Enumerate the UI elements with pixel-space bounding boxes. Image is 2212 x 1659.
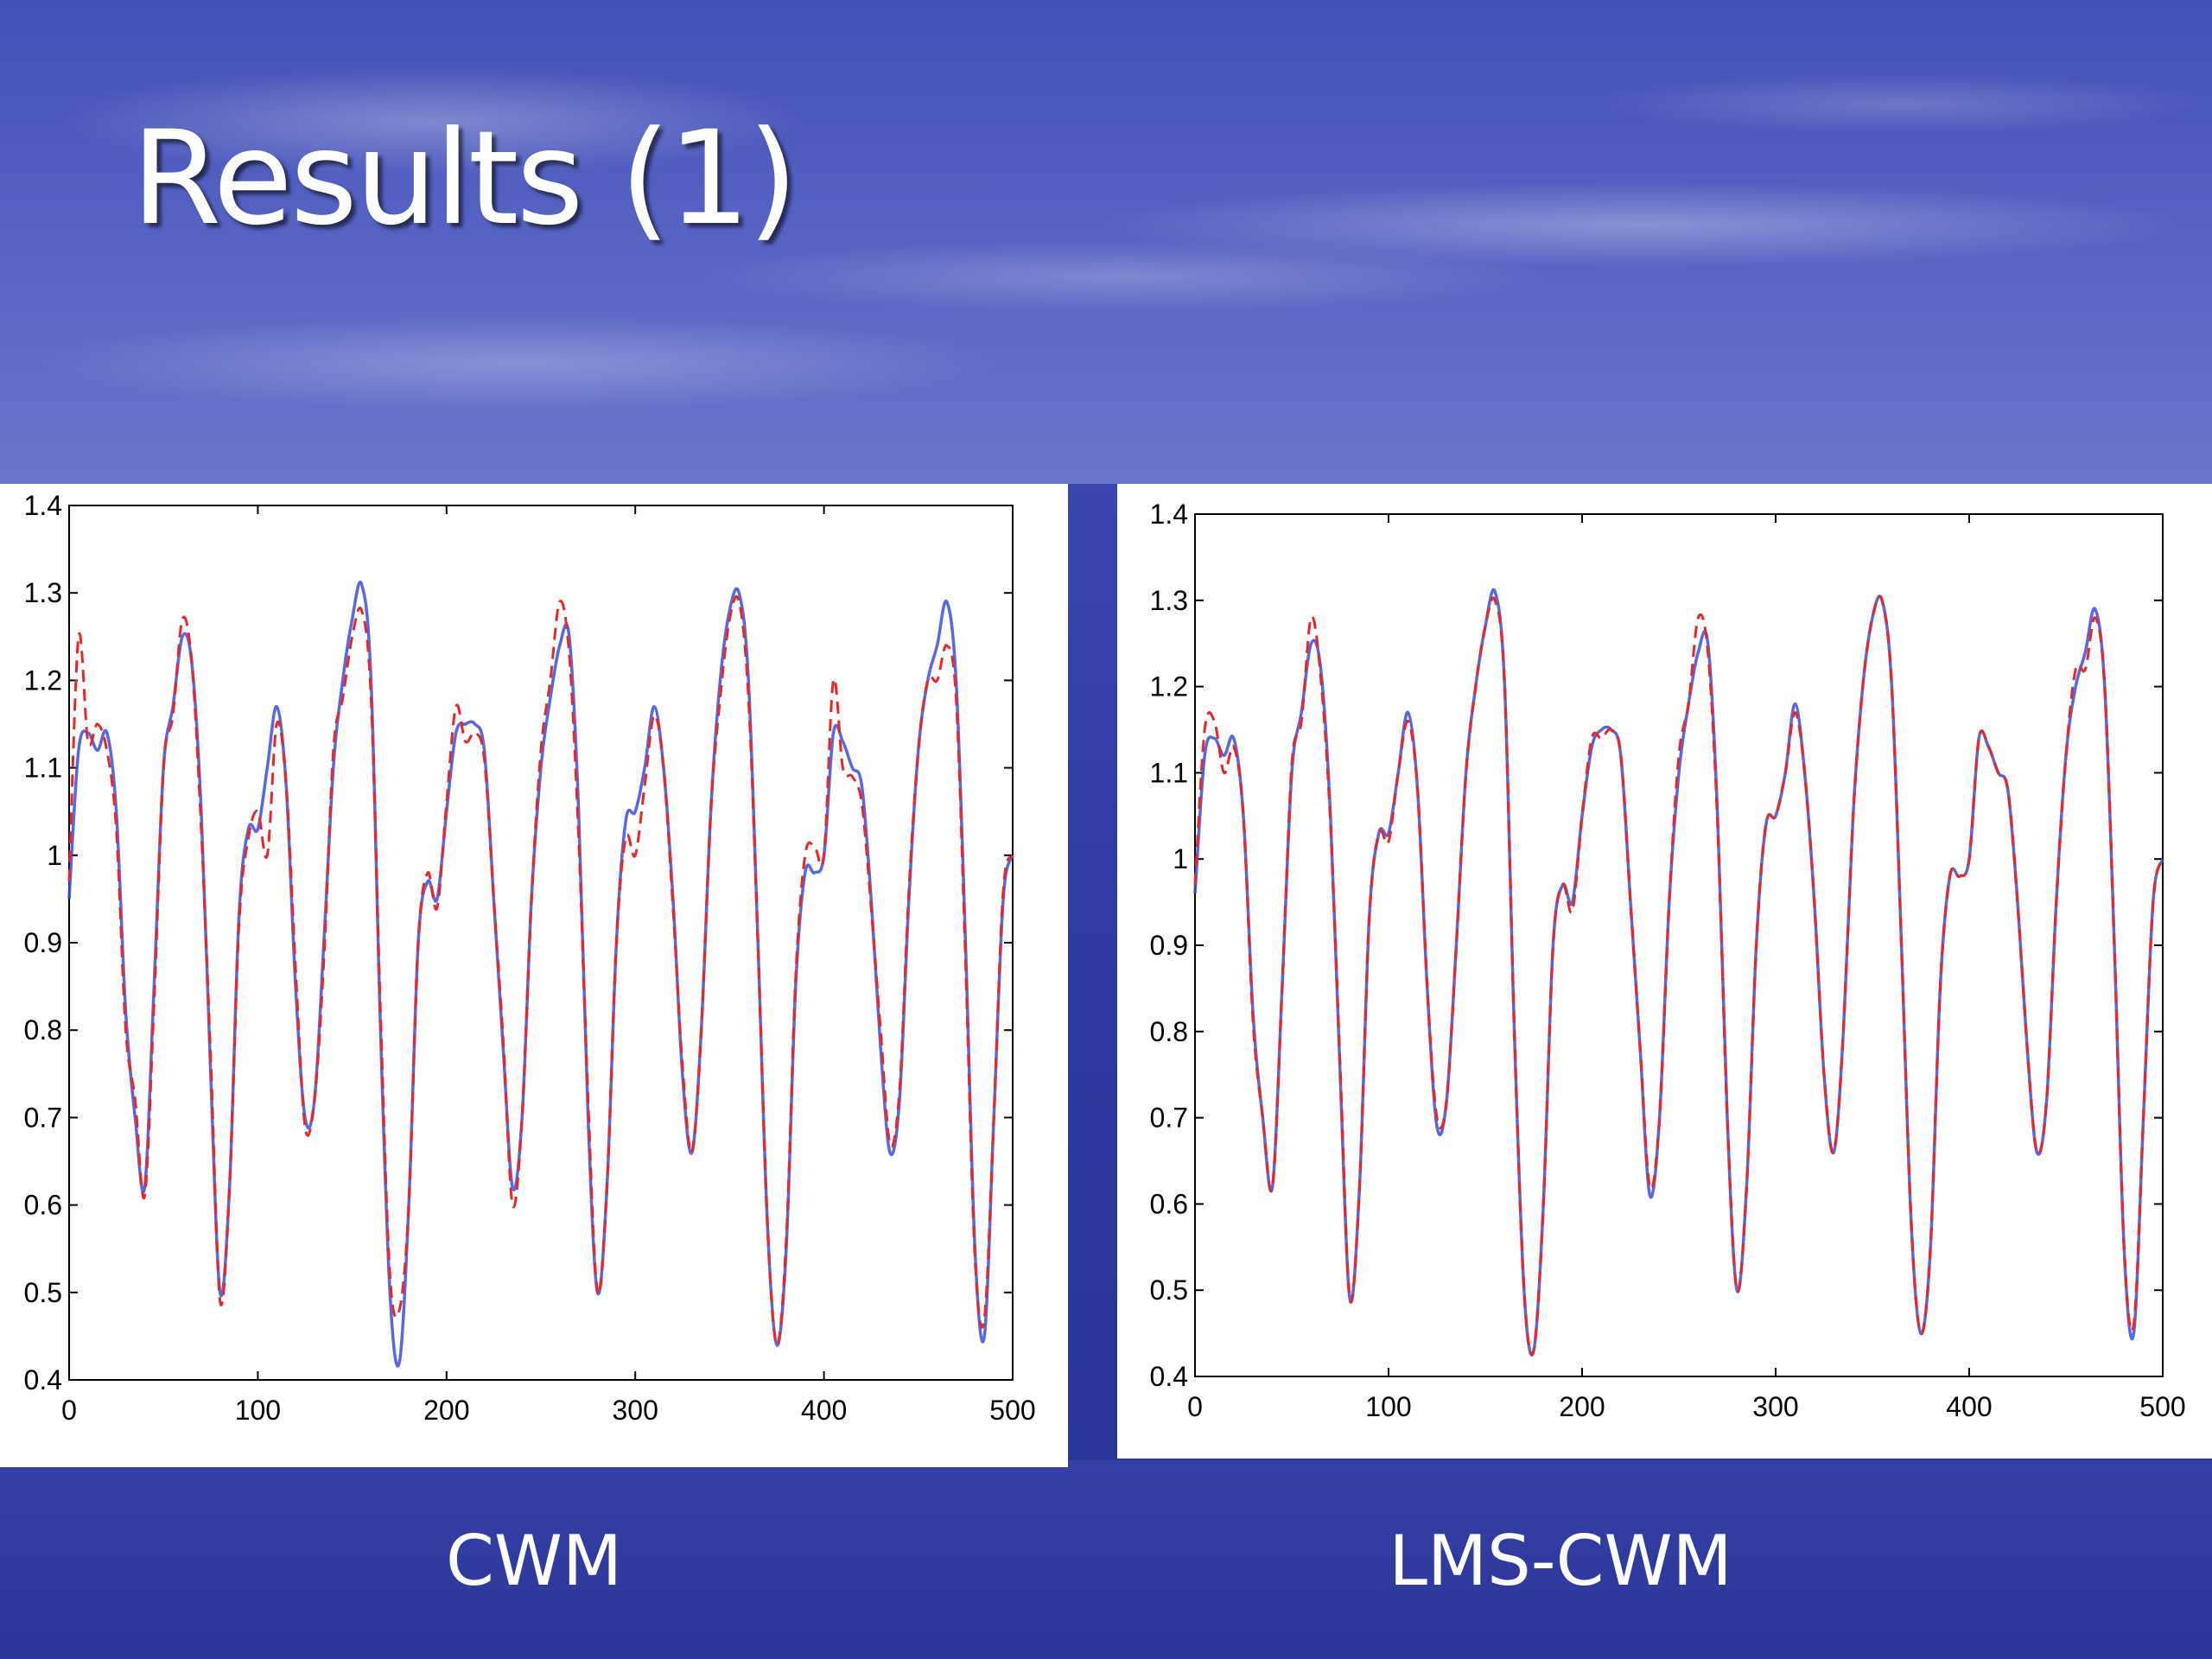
sea-background: [0, 1460, 2212, 1659]
x-tick-label: 200: [1559, 1391, 1605, 1422]
x-tick-label: 400: [801, 1395, 847, 1426]
x-tick-label: 300: [613, 1395, 658, 1426]
y-tick-label: 0.6: [24, 1190, 62, 1221]
y-tick-label: 0.4: [1150, 1361, 1188, 1392]
y-tick-label: 1.4: [1150, 499, 1188, 530]
x-tick-label: 100: [235, 1395, 281, 1426]
x-tick-label: 300: [1752, 1391, 1798, 1422]
series-line-solid-blue: [1193, 588, 2164, 1357]
lms-cwm-chart: 0.4 0.5 0.6 0.7 0.8 0.9 1 1.1 1.2 1.3 1.4 0 100 200 30…: [1150, 499, 2186, 1422]
series-line-dashed-red: [67, 594, 1014, 1347]
y-tick-label: 0.8: [1150, 1016, 1188, 1047]
y-tick-label: 0.8: [24, 1014, 62, 1046]
y-tick-label: 0.5: [24, 1277, 62, 1308]
x-tick-label: 0: [1187, 1391, 1203, 1422]
y-tick-label: 0.6: [1150, 1188, 1188, 1219]
x-tick-label: 200: [423, 1395, 469, 1426]
y-tick-label: 0.9: [24, 927, 62, 958]
y-tick-label: 1.2: [24, 664, 62, 696]
y-tick-label: 1.3: [1150, 585, 1188, 616]
x-tick-label: 500: [2139, 1391, 2185, 1422]
y-tick-label: 0.5: [1150, 1274, 1188, 1306]
slide-title: Results (1): [131, 104, 798, 254]
y-tick-label: 0.7: [24, 1102, 62, 1133]
x-tick-label: 0: [61, 1395, 77, 1426]
y-tick-label: 1: [1173, 843, 1188, 874]
y-tick-label: 1.1: [1150, 757, 1188, 788]
x-tick-label: 100: [1365, 1391, 1411, 1422]
y-tick-label: 1.3: [24, 577, 62, 608]
sky-background: [0, 0, 2212, 484]
cwm-caption: CWM: [446, 1521, 622, 1601]
lms-cwm-chart-panel: 0.4 0.5 0.6 0.7 0.8 0.9 1 1.1 1.2 1.3 1.4 0 100 200 30…: [1117, 484, 2212, 1459]
lms-cwm-caption: LMS-CWM: [1389, 1521, 1732, 1601]
series-line-solid-blue: [67, 581, 1014, 1368]
y-tick-label: 1: [47, 840, 62, 871]
y-tick-label: 0.4: [24, 1364, 62, 1395]
y-tick-label: 1.1: [24, 753, 62, 784]
y-tick-label: 1.2: [1150, 671, 1188, 702]
x-tick-label: 500: [989, 1395, 1035, 1426]
plot-frame: [68, 505, 1014, 1381]
cwm-chart-panel: 0.4 0.5 0.6 0.7 0.8 0.9 1 1.1 1.2 1.3 1.4 0 100 200 30…: [0, 484, 1068, 1467]
y-tick-label: 0.9: [1150, 930, 1188, 961]
y-tick-label: 1.4: [24, 490, 62, 521]
cwm-chart: 0.4 0.5 0.6 0.7 0.8 0.9 1 1.1 1.2 1.3 1.4 0 100 200 30…: [24, 490, 1036, 1426]
y-tick-label: 0.7: [1150, 1103, 1188, 1134]
x-tick-label: 400: [1946, 1391, 1992, 1422]
plot-frame: [1194, 513, 2164, 1377]
series-line-dashed-red: [1193, 594, 2164, 1357]
